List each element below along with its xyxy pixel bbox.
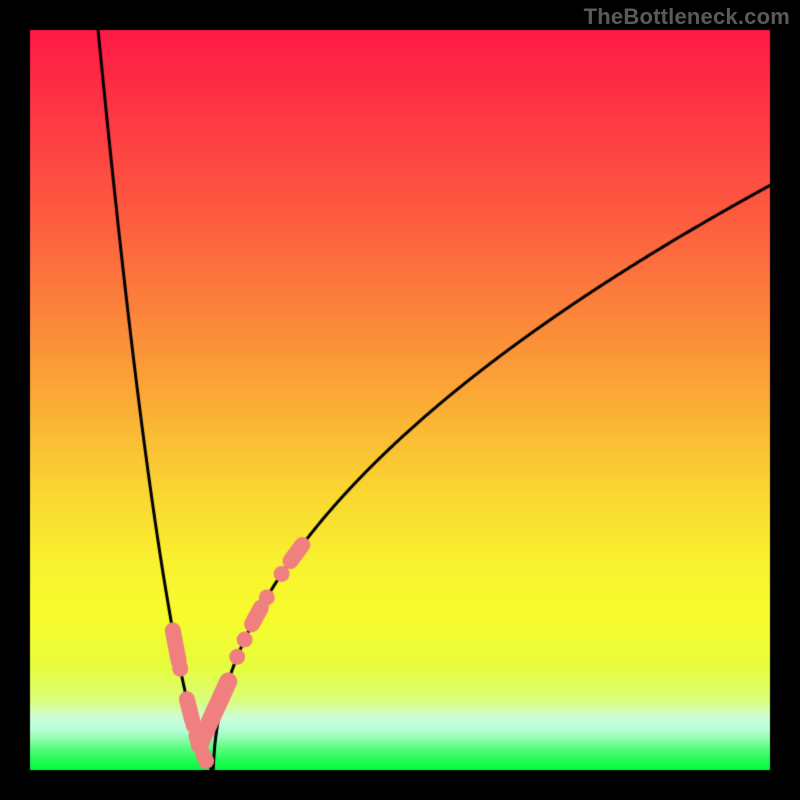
chart-stage: TheBottleneck.com bbox=[0, 0, 800, 800]
bottleneck-chart-canvas bbox=[0, 0, 800, 800]
